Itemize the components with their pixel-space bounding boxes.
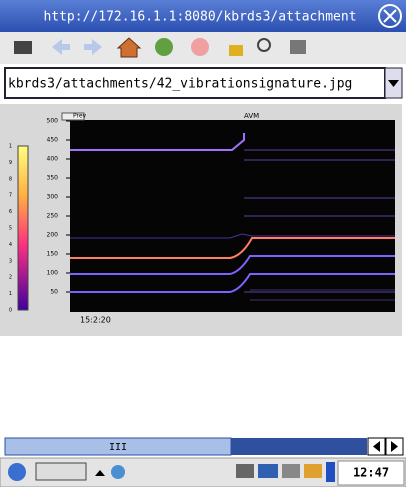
start-button[interactable] [8, 463, 26, 481]
clock: 12:47 [353, 466, 389, 480]
network-icon[interactable] [111, 465, 125, 479]
y-tick-label: 150 [47, 251, 59, 258]
tray-icon[interactable] [258, 464, 278, 478]
y-tick-label: 50 [50, 289, 58, 296]
folder-icon[interactable] [304, 464, 322, 478]
y-tick-label: 450 [47, 137, 59, 144]
colorbar-tick-label: 1 [9, 291, 12, 297]
y-tick-label: 250 [47, 213, 59, 220]
stop-button[interactable] [191, 38, 209, 56]
colorbar-tick-label: 1 [9, 144, 12, 150]
reload-button[interactable] [155, 38, 173, 56]
image [0, 104, 402, 336]
y-tick-label: 400 [47, 156, 59, 163]
colorbar-tick-label: 0 [9, 308, 12, 314]
colorbar-tick-label: 2 [9, 275, 12, 281]
colorbar-tick-label: 5 [9, 226, 12, 232]
colorbar-tick-label: 4 [9, 242, 12, 248]
colorbar-tick-label: 3 [9, 258, 12, 264]
time-label: 15:2:20 [80, 316, 111, 325]
colorbar-tick-label: 6 [9, 209, 12, 215]
page: http://172.16.1.1:8080/kbrds3/attachment… [0, 0, 406, 487]
title-url: http://172.16.1.1:8080/kbrds3/attachment [43, 10, 356, 25]
address-url: kbrds3/attachments/42_vibrationsignature… [8, 77, 352, 92]
marker-label: AVM [244, 112, 259, 120]
prev-button[interactable]: Prev [73, 113, 87, 120]
keyboard-button[interactable] [36, 463, 86, 480]
battery-icon[interactable] [326, 462, 335, 482]
wifi-icon[interactable] [282, 464, 300, 478]
settings-button[interactable] [290, 40, 306, 54]
y-tick-label: 200 [47, 232, 59, 239]
colorbar-tick-label: 8 [9, 176, 12, 182]
scrollbar-grip: III [109, 442, 127, 453]
y-tick-label: 300 [47, 194, 59, 201]
colorbar-tick-label: 7 [9, 193, 12, 199]
lock-button[interactable] [229, 45, 243, 56]
y-tick-label: 350 [47, 175, 59, 182]
colorbar-tick-label: 9 [9, 160, 12, 166]
y-tick-label: 500 [47, 118, 59, 125]
y-tick-label: 100 [47, 270, 59, 277]
screen: http://172.16.1.1:8080/kbrds3/attachment… [0, 0, 406, 487]
file-button[interactable] [14, 41, 32, 54]
volume-icon[interactable] [236, 464, 254, 478]
